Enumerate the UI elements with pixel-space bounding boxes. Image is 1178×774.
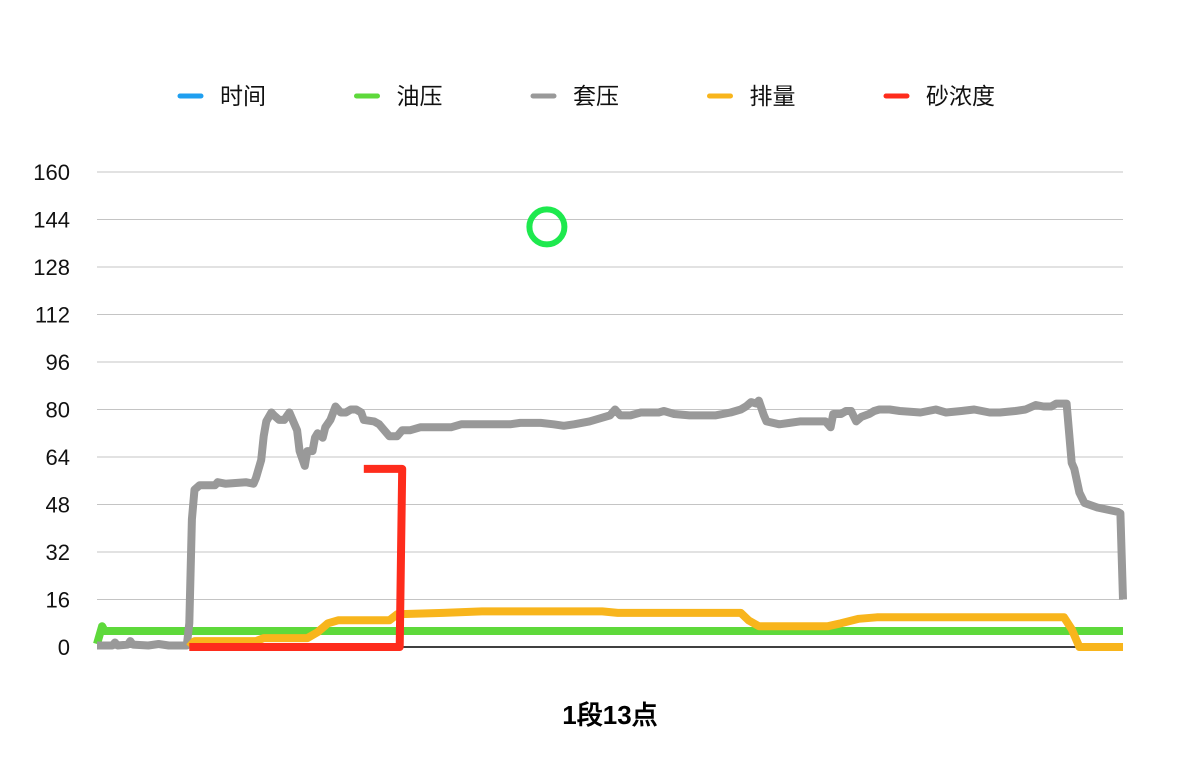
x-axis-title: 1段13点	[562, 700, 657, 730]
series-lines	[93, 396, 1127, 651]
legend-item: 排量	[707, 83, 796, 109]
series-line-4	[186, 607, 1123, 651]
y-tick-label: 32	[46, 540, 70, 565]
y-tick-label: 80	[46, 398, 70, 423]
y-tick-label: 0	[58, 635, 70, 660]
legend-label: 套压	[573, 83, 619, 109]
series-line-3	[97, 396, 1127, 650]
y-tick-label: 112	[35, 303, 70, 328]
y-tick-label: 160	[33, 160, 70, 185]
legend-item: 套压	[530, 83, 619, 109]
peak-highlight-circle	[526, 206, 568, 248]
legend-label: 时间	[220, 83, 266, 109]
legend: 时间 油压 套压 排量 砂浓度	[177, 83, 995, 109]
legend-item: 油压	[354, 83, 443, 109]
legend-label: 油压	[397, 83, 443, 109]
y-axis-tick-labels: 0 16 32 48 64 80 96 112 128 144 160	[33, 160, 70, 660]
chart-annotations	[526, 206, 568, 248]
series-line-5	[189, 464, 407, 651]
gridlines	[97, 171, 1123, 600]
legend-label: 排量	[750, 83, 796, 109]
y-tick-label: 96	[46, 350, 70, 375]
y-tick-label: 16	[46, 588, 70, 613]
legend-label: 砂浓度	[926, 83, 995, 109]
y-tick-label: 64	[46, 445, 70, 470]
y-tick-label: 128	[33, 255, 70, 280]
series-line-2	[93, 622, 1123, 646]
legend-item: 时间	[177, 83, 266, 109]
y-tick-label: 48	[46, 493, 70, 518]
legend-item: 砂浓度	[883, 83, 995, 109]
y-tick-label: 144	[33, 208, 70, 233]
